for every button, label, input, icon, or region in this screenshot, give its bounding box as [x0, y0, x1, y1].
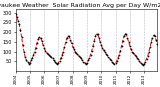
Title: Milwaukee Weather  Solar Radiation Avg per Day W/m2/minute: Milwaukee Weather Solar Radiation Avg pe… — [0, 3, 160, 8]
